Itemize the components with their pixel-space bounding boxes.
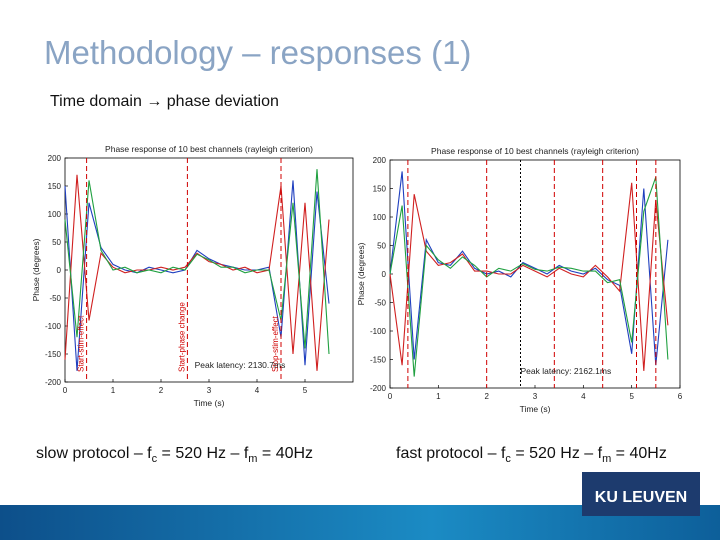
series-line — [389, 176, 669, 377]
subscript: c — [505, 453, 511, 465]
y-tick-label: -50 — [49, 294, 61, 303]
x-axis-label: Time (s) — [194, 398, 225, 408]
series-line — [64, 169, 330, 355]
y-axis-label: Phase (degrees) — [356, 242, 366, 305]
peak-label: Peak latency: 2162.1ms — [521, 366, 612, 376]
y-tick-label: -100 — [45, 322, 62, 331]
x-tick-label: 4 — [255, 386, 260, 395]
y-tick-label: -200 — [45, 378, 62, 387]
x-tick-label: 3 — [207, 386, 212, 395]
caption-part: = 520 Hz – f — [157, 445, 249, 462]
x-tick-label: 2 — [484, 392, 489, 401]
x-tick-label: 5 — [303, 386, 308, 395]
x-tick-label: 0 — [63, 386, 68, 395]
annotation: Start-stim-effect — [77, 315, 86, 372]
caption-part: = 40Hz — [257, 445, 313, 462]
y-tick-label: 150 — [373, 185, 387, 194]
x-tick-label: 0 — [388, 392, 393, 401]
chart-title: Phase response of 10 best channels (rayl… — [105, 144, 313, 154]
y-tick-label: -50 — [374, 299, 386, 308]
subscript: m — [602, 453, 611, 465]
caption: slow protocol – fc = 520 Hz – fm = 40Hz — [36, 445, 313, 465]
subscript: c — [152, 453, 158, 465]
y-tick-label: 200 — [48, 154, 62, 163]
x-tick-label: 3 — [533, 392, 538, 401]
x-tick-label: 6 — [678, 392, 683, 401]
annotation: Start-phase change — [177, 302, 186, 372]
logo: KU LEUVEN — [595, 489, 687, 506]
y-tick-label: 100 — [48, 210, 62, 219]
x-tick-label: 1 — [436, 392, 441, 401]
x-tick-label: 4 — [581, 392, 586, 401]
caption-part: = 40Hz — [611, 445, 667, 462]
logo-box — [582, 472, 700, 516]
chart-title: Phase response of 10 best channels (rayl… — [431, 146, 639, 156]
y-tick-label: 150 — [48, 182, 62, 191]
y-tick-label: 100 — [373, 213, 387, 222]
y-tick-label: -100 — [370, 327, 387, 336]
y-tick-label: -200 — [370, 384, 387, 393]
series-line — [389, 182, 669, 371]
y-tick-label: 50 — [52, 238, 61, 247]
y-tick-label: -150 — [45, 350, 62, 359]
y-tick-label: -150 — [370, 356, 387, 365]
y-tick-label: 0 — [382, 270, 387, 279]
annotation: Stop-stim-effect — [271, 315, 280, 372]
caption-part: slow protocol – f — [36, 445, 152, 462]
peak-label: Peak latency: 2130.7ms — [195, 360, 286, 370]
caption-part: = 520 Hz – f — [511, 445, 603, 462]
x-tick-label: 5 — [629, 392, 634, 401]
x-tick-label: 1 — [111, 386, 116, 395]
slide-title: Methodology – responses (1) — [44, 34, 471, 71]
x-tick-label: 2 — [159, 386, 164, 395]
series-line — [389, 171, 669, 366]
caption: fast protocol – fc = 520 Hz – fm = 40Hz — [396, 445, 667, 465]
y-axis-label: Phase (degrees) — [31, 238, 41, 301]
x-axis-label: Time (s) — [520, 404, 551, 414]
slide-subtitle: Time domain → phase deviation — [50, 93, 279, 110]
y-tick-label: 200 — [373, 156, 387, 165]
subscript: m — [248, 453, 257, 465]
y-tick-label: 50 — [377, 242, 386, 251]
caption-part: fast protocol – f — [396, 445, 506, 462]
y-tick-label: 0 — [57, 266, 62, 275]
